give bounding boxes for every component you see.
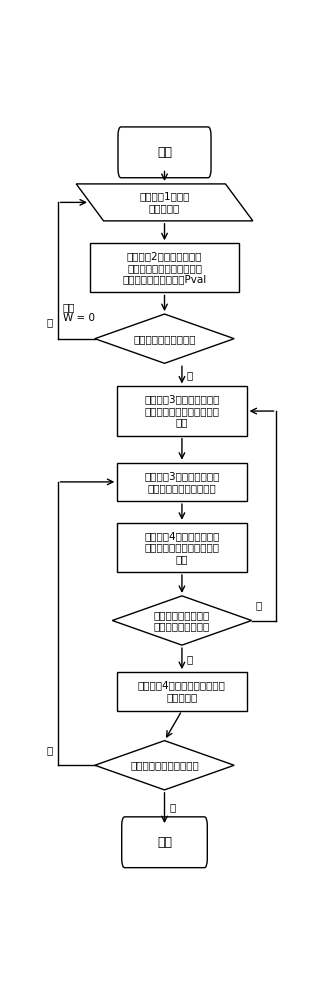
Text: 飞行器行程是否满足要求: 飞行器行程是否满足要求 (130, 760, 199, 770)
Text: 此时
W = 0: 此时 W = 0 (63, 302, 94, 323)
Text: 预备输入能量是否剩余: 预备输入能量是否剩余 (133, 334, 196, 344)
Bar (117, 463, 247, 501)
Text: 低压室压力是否足于
维持飞行器向上运动: 低压室压力是否足于 维持飞行器向上运动 (154, 610, 210, 631)
Text: 是: 是 (187, 654, 193, 664)
Text: 使用步骤3）所述方法计算
高压室内二氧化碳状态动态
变化: 使用步骤3）所述方法计算 高压室内二氧化碳状态动态 变化 (144, 394, 220, 428)
FancyBboxPatch shape (118, 127, 211, 178)
Text: 使用步骤4）所述方法计算飞行
器运动情况: 使用步骤4）所述方法计算飞行 器运动情况 (138, 681, 226, 702)
Bar (117, 672, 247, 711)
Text: 否: 否 (47, 745, 53, 755)
Text: 输入步骤1）获取
得相关参数: 输入步骤1）获取 得相关参数 (139, 192, 190, 213)
Text: 否: 否 (256, 600, 262, 610)
Text: 开始: 开始 (157, 146, 172, 159)
Polygon shape (95, 741, 234, 790)
Bar (117, 386, 247, 436)
FancyBboxPatch shape (122, 817, 207, 868)
Text: 是: 是 (187, 370, 193, 380)
Polygon shape (112, 596, 252, 645)
Text: 结束: 结束 (157, 836, 172, 849)
Polygon shape (95, 314, 234, 363)
Bar (90, 243, 239, 292)
Text: 使用步骤2）所述方法计算
高压室内快速增压过程直到
达到阀门开启设定压力Pval: 使用步骤2）所述方法计算 高压室内快速增压过程直到 达到阀门开启设定压力Pval (122, 251, 207, 284)
Text: 使用步骤4）所述方法计算
低压室内二氧化碳状态动态
变化: 使用步骤4）所述方法计算 低压室内二氧化碳状态动态 变化 (144, 531, 220, 564)
Text: 使用步骤3）所述方法计算
进入低压室二氧化碳流量: 使用步骤3）所述方法计算 进入低压室二氧化碳流量 (144, 471, 220, 493)
Text: 是: 是 (169, 802, 176, 812)
Bar (117, 523, 247, 572)
Polygon shape (76, 184, 253, 221)
Text: 否: 否 (47, 317, 53, 327)
